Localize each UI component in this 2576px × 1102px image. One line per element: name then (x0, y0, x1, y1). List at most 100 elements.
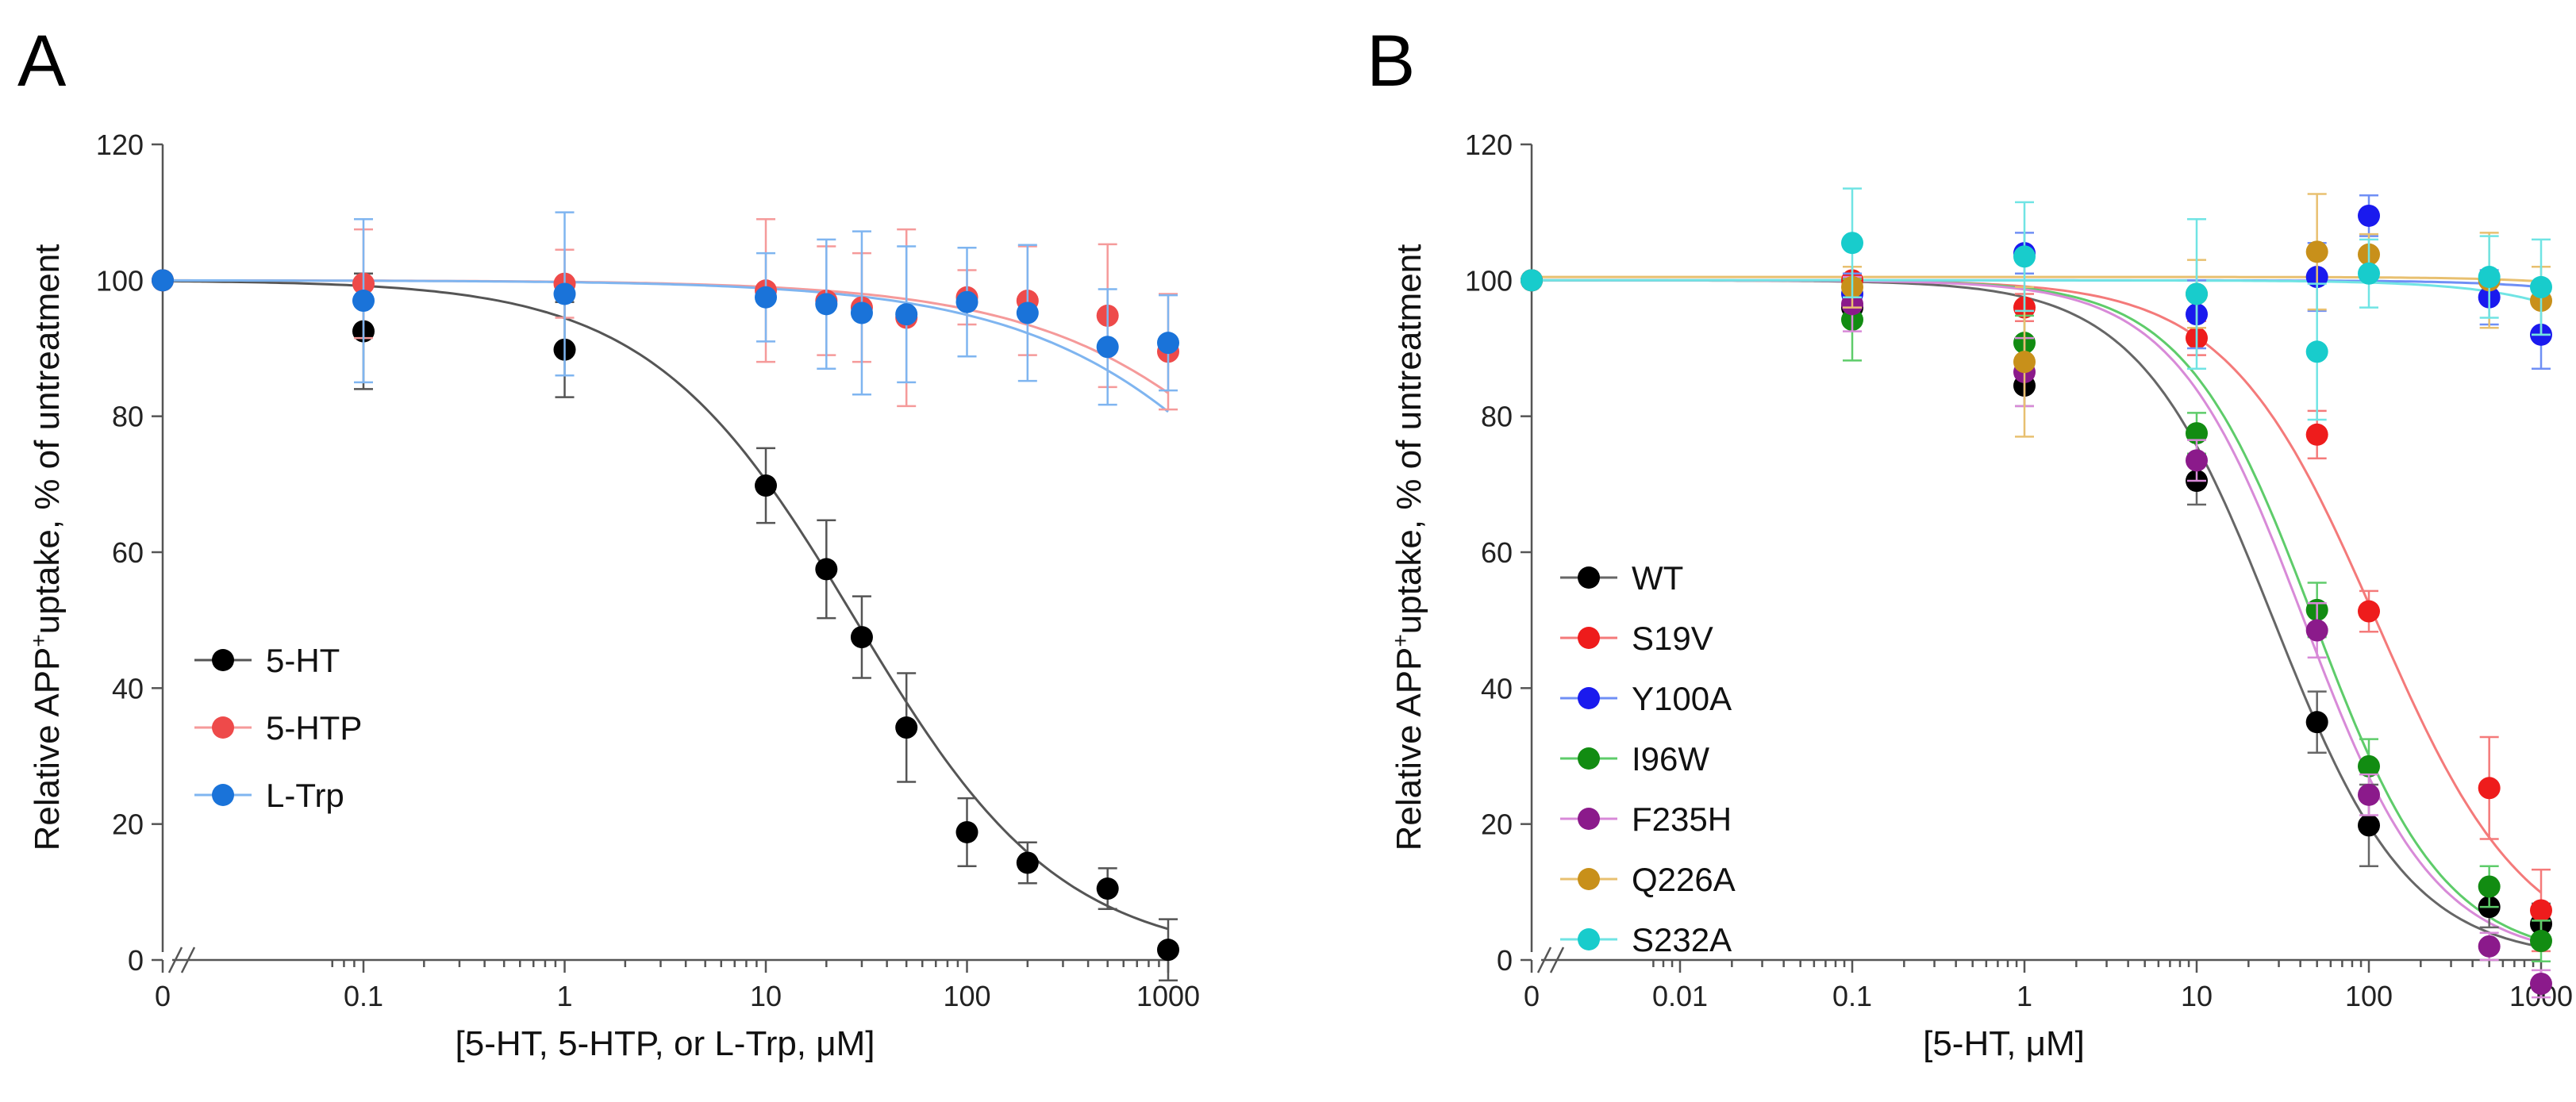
panel-b-point-f235h (2478, 935, 2501, 958)
panel-a-point-l-trp (352, 290, 375, 313)
panel-a-point-5-ht (1157, 939, 1179, 962)
panel-a-legend-marker (212, 649, 234, 671)
panel-b-point-i96w (2186, 422, 2208, 445)
panel-a-fit-5-ht (165, 278, 1169, 931)
panel-b-x-tick-label: 0 (1524, 980, 1540, 1012)
panel-a-y-tick-label: 0 (128, 944, 144, 977)
panel-b-series-s232a (1521, 187, 2552, 421)
panel-a-legend-label: L-Trp (266, 777, 344, 814)
panel-b-legend-label: I96W (1632, 740, 1709, 778)
panel-b-legend-label: Q226A (1632, 861, 1736, 898)
panel-a-axes: 0 20 40 60 80 100 120 0 0.1 1 10 100 1000 [5-HT, 5-HT… (26, 129, 1200, 1063)
panel-a-series-5-ht (152, 269, 1179, 981)
panel-a-point-5-ht (850, 626, 873, 649)
panel-a-legend-item-5-htp: 5-HTP (194, 709, 362, 747)
panel-a-legend-marker (212, 784, 234, 806)
panel-b-y-tick-label: 100 (1465, 264, 1513, 297)
panel-b-x-tick-label: 0.1 (1832, 980, 1872, 1012)
panel-b-point-s232a (2305, 340, 2328, 363)
panel-b-series-i96w (1521, 269, 2552, 962)
panel-b-legend-marker (1578, 808, 1600, 830)
panel-b-point-i96w (2358, 755, 2380, 778)
panel-b-legend-item-y100a: Y100A (1560, 680, 1732, 717)
panel-b-axis-break-1 (1536, 946, 1552, 973)
panel-b-fit-i96w (1535, 278, 2542, 942)
panel-b-point-s19v (2478, 777, 2501, 800)
panel-b-axis-break-2 (1549, 946, 1565, 973)
panel-b-legend-marker (1578, 868, 1600, 890)
panel-a-point-l-trp (955, 290, 978, 313)
panel-b-legend-marker (1578, 928, 1600, 950)
panel-b-fit-curves (1534, 275, 2542, 948)
panel-b-point-s19v (2305, 423, 2328, 446)
panel-b-legend-item-f235h: F235H (1560, 801, 1732, 838)
panel-a-x-tick-label: 1 (556, 980, 572, 1012)
panel-b-legend-item-s232a: S232A (1560, 921, 1732, 958)
panel-b-letter: B (1367, 21, 1415, 102)
panel-b-fit-wt (1534, 278, 2542, 948)
panel-b-y-tick-label: 120 (1465, 129, 1513, 161)
panel-b-y-tick-label: 60 (1481, 536, 1513, 569)
panel-b-series-q226a (1521, 193, 2552, 438)
panel-a-y-axis-title: Relative APP+uptake, % of untreatment (26, 244, 67, 851)
panel-a-x-tick-label: 100 (943, 980, 990, 1012)
panel-b-legend-label: Y100A (1632, 680, 1732, 717)
panel-b-point-f235h (2530, 972, 2552, 995)
panel-a-x-tick-label: 0.1 (344, 980, 383, 1012)
panel-b-y-tick-label: 80 (1481, 401, 1513, 433)
panel-b-x-tick-label: 10 (2181, 980, 2213, 1012)
panel-b-point-s232a (2013, 245, 2036, 268)
panel-b-point-i96w (2530, 930, 2552, 953)
panel-b-legend-label: F235H (1632, 801, 1732, 838)
panel-b-point-y100a (2358, 204, 2380, 227)
panel-b-legend-item-q226a: Q226A (1560, 861, 1736, 898)
panel-b-point-q226a (2013, 351, 2036, 374)
panel-a-letter: A (17, 21, 67, 102)
panel-a-legend-label: 5-HTP (266, 709, 362, 747)
panel-a-point-5-ht (955, 820, 978, 843)
panel-b-point-s19v (2358, 600, 2380, 623)
panel-a-point-5-ht (815, 558, 838, 581)
panel-a-fit-curves (165, 278, 1169, 931)
panel-b-legend-item-wt: WT (1560, 559, 1683, 597)
panel-b-legend: WT S19V Y100A I96W F235H Q226A S232A (1560, 559, 1736, 958)
panel-a-point-5-ht (895, 716, 918, 739)
panel-a-y-tick-label: 100 (96, 264, 144, 297)
panel-b-series-wt (1521, 269, 2552, 946)
panel-a-point-5-ht (755, 474, 777, 497)
panel-b-legend-label: S19V (1632, 620, 1713, 657)
panel-a-y-tick-label: 20 (112, 808, 144, 841)
panel-a-x-tick-label: 10 (750, 980, 782, 1012)
panel-b-legend-marker (1578, 687, 1600, 709)
panel-a-point-l-trp (1096, 336, 1119, 359)
panel-a-chart: 0 20 40 60 80 100 120 0 0.1 1 10 100 1000 [5-HT, 5-HT… (26, 129, 1200, 1063)
panel-b-point-s232a (2186, 282, 2208, 305)
panel-b-legend-marker (1578, 566, 1600, 589)
panel-a-series-l-trp (152, 211, 1179, 406)
panel-b-point-s19v (2530, 899, 2552, 922)
panel-a-point-l-trp (152, 269, 174, 292)
panel-b-x-axis-title: [5-HT, μM] (1923, 1024, 2085, 1063)
panel-a-point-l-trp (1016, 301, 1039, 324)
panel-a-legend-marker (212, 716, 234, 739)
panel-b-series-s19v (1521, 265, 2552, 953)
panel-a-y-tick-label: 40 (112, 672, 144, 705)
panel-b-y-tick-label: 20 (1481, 808, 1513, 841)
panel-b-point-f235h (2305, 619, 2328, 642)
panel-a-point-5-ht (1096, 877, 1119, 900)
panel-a-legend-item-l-trp: L-Trp (194, 777, 344, 814)
panel-b-y-axis-title: Relative APP+uptake, % of untreatment (1388, 244, 1428, 851)
panel-b-point-s232a (2530, 275, 2552, 298)
panel-b-point-s232a (2358, 262, 2380, 285)
panel-b-y-tick-label: 0 (1497, 944, 1513, 977)
panel-b-legend-item-s19v: S19V (1560, 620, 1713, 657)
panel-b-x-tick-label: 0.01 (1652, 980, 1708, 1012)
panel-a-point-5-ht (1016, 851, 1039, 874)
panel-b-point-s232a (1841, 232, 1863, 255)
panel-a-x-axis-title: [5-HT, 5-HTP, or L-Trp, μM] (456, 1024, 875, 1063)
panel-a-point-l-trp (895, 303, 918, 326)
panel-a-x-tick-label: 1000 (1136, 980, 1200, 1012)
panel-b-legend-label: S232A (1632, 921, 1732, 958)
panel-a-point-l-trp (755, 286, 777, 309)
